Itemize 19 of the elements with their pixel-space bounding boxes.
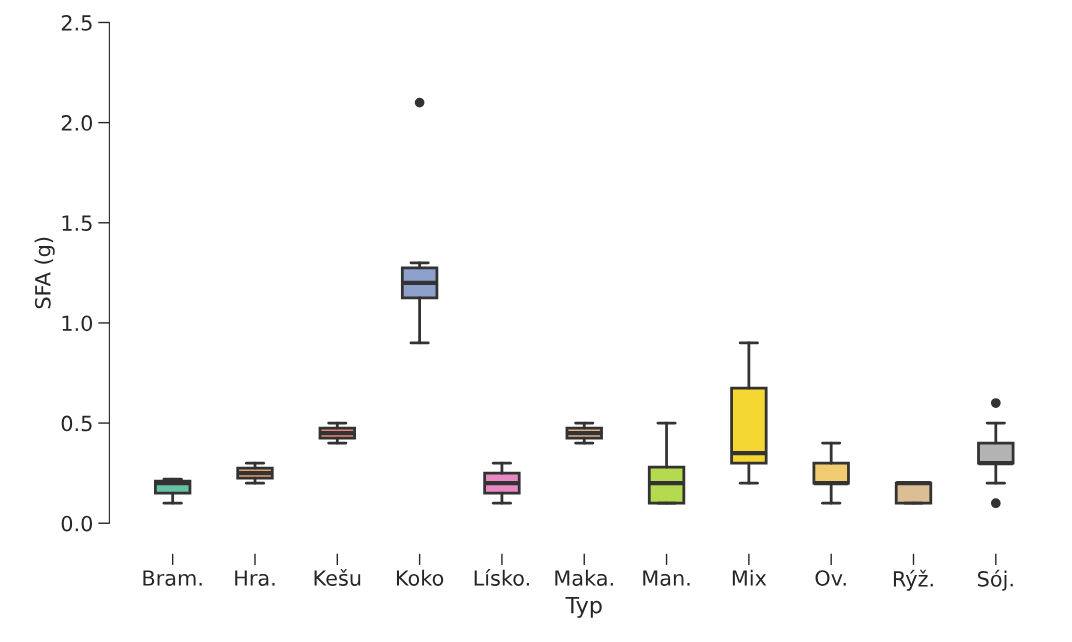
y-tick-label: 0.5: [61, 415, 92, 432]
x-tick-label: Lísko.: [474, 568, 529, 586]
y-tick-label: 0.0: [61, 515, 93, 532]
x-axis-title: Typ: [565, 596, 602, 618]
x-tick-label: Koko: [396, 569, 444, 586]
x-tick-label: Rýž.: [893, 569, 933, 591]
x-tick-label: Sój.: [977, 569, 1013, 591]
x-tick-label: Kešu: [314, 568, 361, 586]
x-tick-label: Maka.: [555, 569, 613, 586]
x-tick-label: Bram.: [143, 570, 202, 586]
x-tick-label: Man.: [643, 570, 690, 586]
y-tick-label: 2.0: [61, 115, 93, 131]
y-tick-label: 1.5: [62, 215, 92, 231]
y-tick-label: 2.5: [61, 14, 92, 31]
y-axis-title: SFA (g): [34, 237, 55, 309]
x-tick-label: Ov.: [815, 570, 846, 586]
x-tick-label: Hra.: [235, 570, 275, 586]
y-tick-label: 1.0: [62, 315, 93, 332]
x-tick-label: Mix: [732, 569, 767, 586]
